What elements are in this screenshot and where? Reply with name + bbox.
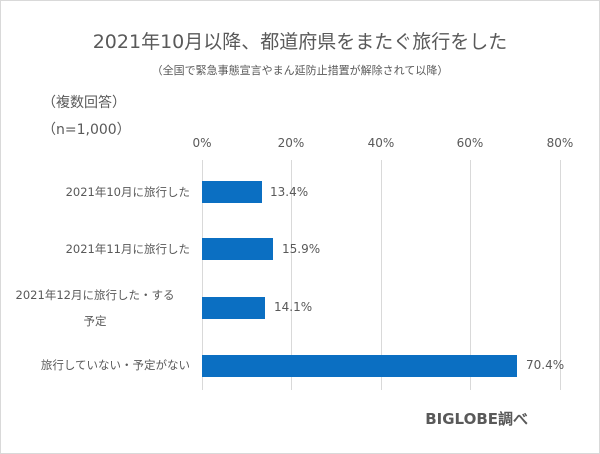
value-label-dec: 14.1% <box>274 300 313 314</box>
value-label-oct: 13.4% <box>270 185 309 199</box>
category-label-dec-line1: 2021年12月に旅行した・する <box>15 288 175 302</box>
value-label-none: 70.4% <box>526 358 565 372</box>
gridline-80 <box>560 160 561 390</box>
x-tick-20: 20% <box>277 136 305 150</box>
category-label-oct: 2021年10月に旅行した <box>65 185 190 199</box>
sample-size-note: （n=1,000） <box>42 122 131 138</box>
value-label-nov: 15.9% <box>282 242 321 256</box>
x-tick-80: 80% <box>546 136 574 150</box>
bar-nov <box>202 238 273 260</box>
category-label-none: 旅行していない・予定がない <box>40 358 190 372</box>
gridline-40 <box>381 160 382 390</box>
chart-subtitle: （全国で緊急事態宣言やまん延防止措置が解除されて以降） <box>151 64 449 77</box>
category-label-dec-line2: 予定 <box>83 314 107 328</box>
gridline-20 <box>291 160 292 390</box>
bar-dec <box>202 297 265 319</box>
category-label-dec: 2021年12月に旅行した・する 予定 <box>0 284 190 332</box>
bar-none <box>202 355 517 377</box>
gridline-0 <box>202 160 203 390</box>
x-tick-40: 40% <box>367 136 395 150</box>
category-label-nov: 2021年11月に旅行した <box>65 242 190 256</box>
bar-oct <box>202 181 262 203</box>
gridline-60 <box>470 160 471 390</box>
x-tick-0: 0% <box>192 136 212 150</box>
x-tick-60: 60% <box>456 136 484 150</box>
source-credit: BIGLOBE調べ <box>425 410 528 428</box>
multiple-answers-note: （複数回答） <box>42 95 126 111</box>
chart-title: 2021年10月以降、都道府県をまたぐ旅行をした <box>92 31 508 53</box>
